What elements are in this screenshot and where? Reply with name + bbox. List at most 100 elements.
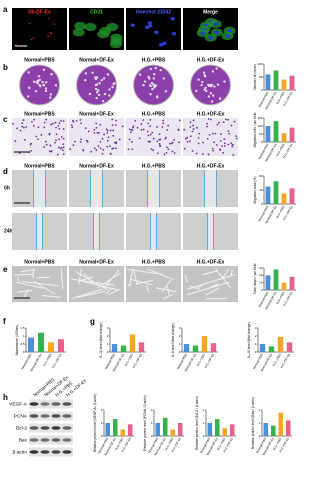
migrated-cell bbox=[109, 129, 112, 132]
bar bbox=[170, 429, 175, 436]
migrated-cell bbox=[166, 146, 168, 149]
migrated-cell bbox=[227, 130, 230, 133]
fluorescence-image bbox=[126, 8, 181, 50]
group-header: H.G.+PBS bbox=[142, 163, 166, 169]
tube-network bbox=[127, 268, 177, 300]
migrated-cell bbox=[195, 152, 198, 155]
band bbox=[40, 426, 50, 430]
band bbox=[29, 426, 39, 430]
group-header: Normal+DF-Ex bbox=[79, 57, 114, 63]
migrated-cell bbox=[37, 126, 40, 129]
dii-dot bbox=[32, 37, 35, 40]
group-header: H.G.+PBS bbox=[142, 111, 166, 117]
migrated-cell bbox=[115, 119, 117, 122]
migrated-cell bbox=[149, 125, 152, 128]
group-header: H.G.+DF-Ex bbox=[197, 111, 225, 117]
migrated-cell bbox=[62, 146, 65, 149]
migrated-cell bbox=[80, 122, 82, 125]
migrated-cell bbox=[58, 138, 61, 141]
group-header: H.G.+DF-Ex bbox=[197, 259, 225, 265]
migrated-cell bbox=[21, 122, 24, 125]
migrated-cell bbox=[206, 125, 208, 128]
migrated-cell bbox=[111, 147, 114, 150]
bar bbox=[278, 412, 283, 436]
cell bbox=[97, 30, 110, 39]
nucleus bbox=[213, 22, 219, 26]
group-header: H.G.+PBS bbox=[142, 259, 166, 265]
migrated-cell bbox=[233, 120, 236, 123]
migrated-cell bbox=[163, 153, 166, 156]
migrated-cell bbox=[140, 123, 143, 125]
y-tick-label: 0 bbox=[261, 288, 263, 292]
group-header: H.G.+PBS bbox=[142, 57, 166, 63]
colony bbox=[38, 83, 41, 87]
migrated-cell bbox=[57, 124, 60, 127]
bar bbox=[111, 344, 118, 352]
migrated-cell bbox=[197, 136, 200, 139]
bar bbox=[263, 423, 268, 436]
migrated-cell bbox=[55, 126, 57, 129]
wound bbox=[204, 170, 217, 207]
y-tick-label: 20 bbox=[259, 273, 263, 277]
group-header: Normal+PBS bbox=[24, 163, 55, 169]
migrated-cell bbox=[51, 122, 54, 125]
y-tick-label: 1 bbox=[151, 421, 153, 425]
colony bbox=[201, 80, 204, 84]
band bbox=[51, 438, 61, 442]
band bbox=[40, 414, 50, 418]
nucleus bbox=[130, 23, 135, 27]
y-tick-label: 1.5 bbox=[20, 326, 25, 330]
migrated-cell bbox=[111, 124, 114, 127]
y-tick-label: 2 bbox=[255, 334, 257, 338]
group-header: Normal+PBS bbox=[24, 57, 55, 63]
migrated-cell bbox=[18, 152, 21, 155]
migrated-cell bbox=[206, 137, 209, 140]
migrated-cell bbox=[69, 148, 71, 150]
tube-image bbox=[183, 266, 238, 302]
bar bbox=[222, 428, 227, 436]
migrated-cell bbox=[166, 129, 169, 131]
migrated-cell bbox=[211, 147, 214, 150]
bar bbox=[138, 342, 145, 352]
x-tick-label: H.G.+DF-Ex bbox=[282, 142, 294, 159]
y-tick-label: 10 bbox=[259, 280, 263, 284]
migrated-cell bbox=[129, 131, 132, 134]
migrated-cell bbox=[230, 142, 233, 144]
wound bbox=[90, 170, 103, 207]
bar bbox=[281, 79, 287, 90]
colony bbox=[155, 95, 159, 98]
migrated-cell bbox=[184, 137, 187, 140]
band bbox=[51, 402, 61, 406]
migrated-cell bbox=[62, 120, 65, 122]
nucleus bbox=[154, 30, 159, 34]
migrated-cell bbox=[192, 119, 195, 122]
migrated-cell bbox=[79, 118, 82, 121]
colony bbox=[113, 82, 116, 85]
migrated-cell bbox=[40, 134, 43, 136]
dii-dot bbox=[53, 23, 56, 26]
y-tick-label: 1 bbox=[255, 342, 257, 346]
migrated-cell bbox=[62, 153, 65, 156]
y-tick-label: 2 bbox=[179, 334, 181, 338]
y-tick-label: 1 bbox=[107, 342, 109, 346]
colony bbox=[38, 78, 42, 82]
migrated-cell bbox=[220, 133, 222, 136]
y-tick-label: 1 bbox=[101, 421, 103, 425]
migrated-cell bbox=[152, 149, 154, 152]
colony bbox=[205, 89, 208, 93]
y-tick-label: 0 bbox=[179, 350, 181, 354]
y-tick-label: 3 bbox=[255, 326, 257, 330]
migrated-cell bbox=[214, 132, 217, 135]
y-tick-label: 2 bbox=[101, 408, 103, 412]
colony bbox=[41, 80, 44, 84]
colony bbox=[213, 85, 216, 88]
colony bbox=[94, 76, 97, 79]
colony bbox=[34, 89, 38, 93]
transwell-image bbox=[12, 118, 67, 156]
migrated-cell bbox=[19, 129, 22, 132]
migrated-cell bbox=[138, 137, 141, 140]
bar bbox=[215, 419, 220, 436]
x-tick-label: H.G.+PBS bbox=[124, 353, 134, 367]
colony bbox=[148, 77, 151, 80]
y-axis-label: IL-18 level (fold change) bbox=[247, 322, 251, 357]
